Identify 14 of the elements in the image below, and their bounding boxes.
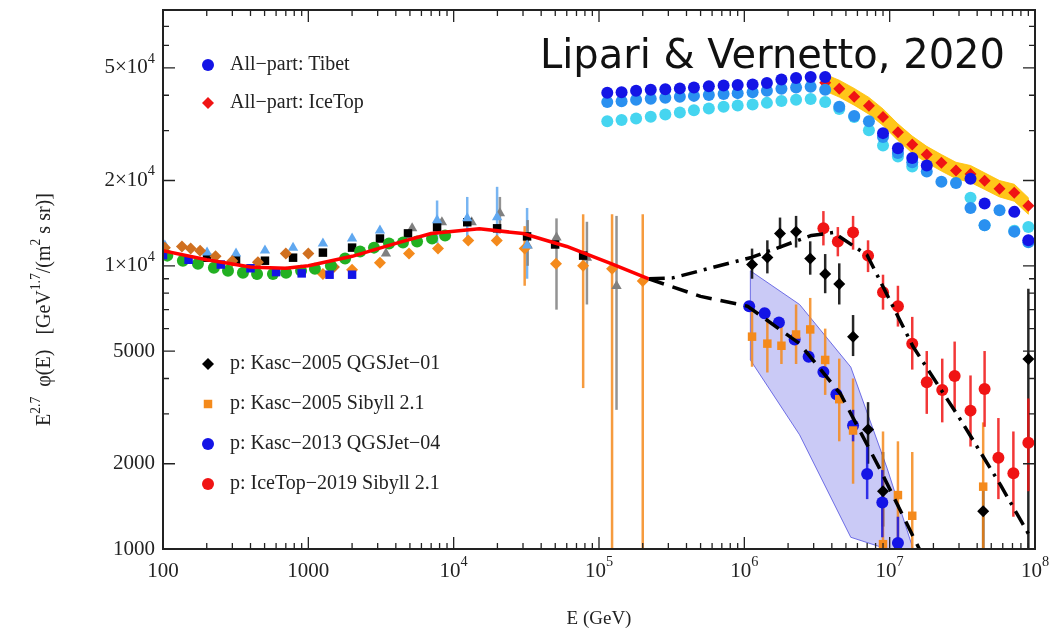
y-tick-label: 5000: [113, 337, 155, 362]
legend-label: p: Kasc−2005 Sibyll 2.1: [230, 391, 425, 415]
x-axis-title: E (GeV): [566, 606, 632, 629]
legend-label: p: Kasc−2005 QGSJet−01: [230, 351, 441, 375]
y-tick-label: 1000: [113, 535, 155, 560]
x-tick-label: 100: [147, 557, 179, 582]
legend-label: All−part: IceTop: [230, 90, 364, 114]
legend-label: p: IceTop−2019 Sibyll 2.1: [230, 471, 440, 495]
x-tick-label: 1000: [287, 557, 330, 582]
annotation: Lipari & Vernetto, 2020: [539, 31, 1006, 78]
legend-label: All−part: Tibet: [230, 52, 351, 76]
y-axis-title: E2.7 φ(E) [GeV1.7/(m2 s sr)]: [28, 193, 56, 426]
legend-label: p: Kasc−2013 QGSJet−04: [230, 431, 441, 455]
y-tick-label: 2000: [113, 450, 155, 475]
